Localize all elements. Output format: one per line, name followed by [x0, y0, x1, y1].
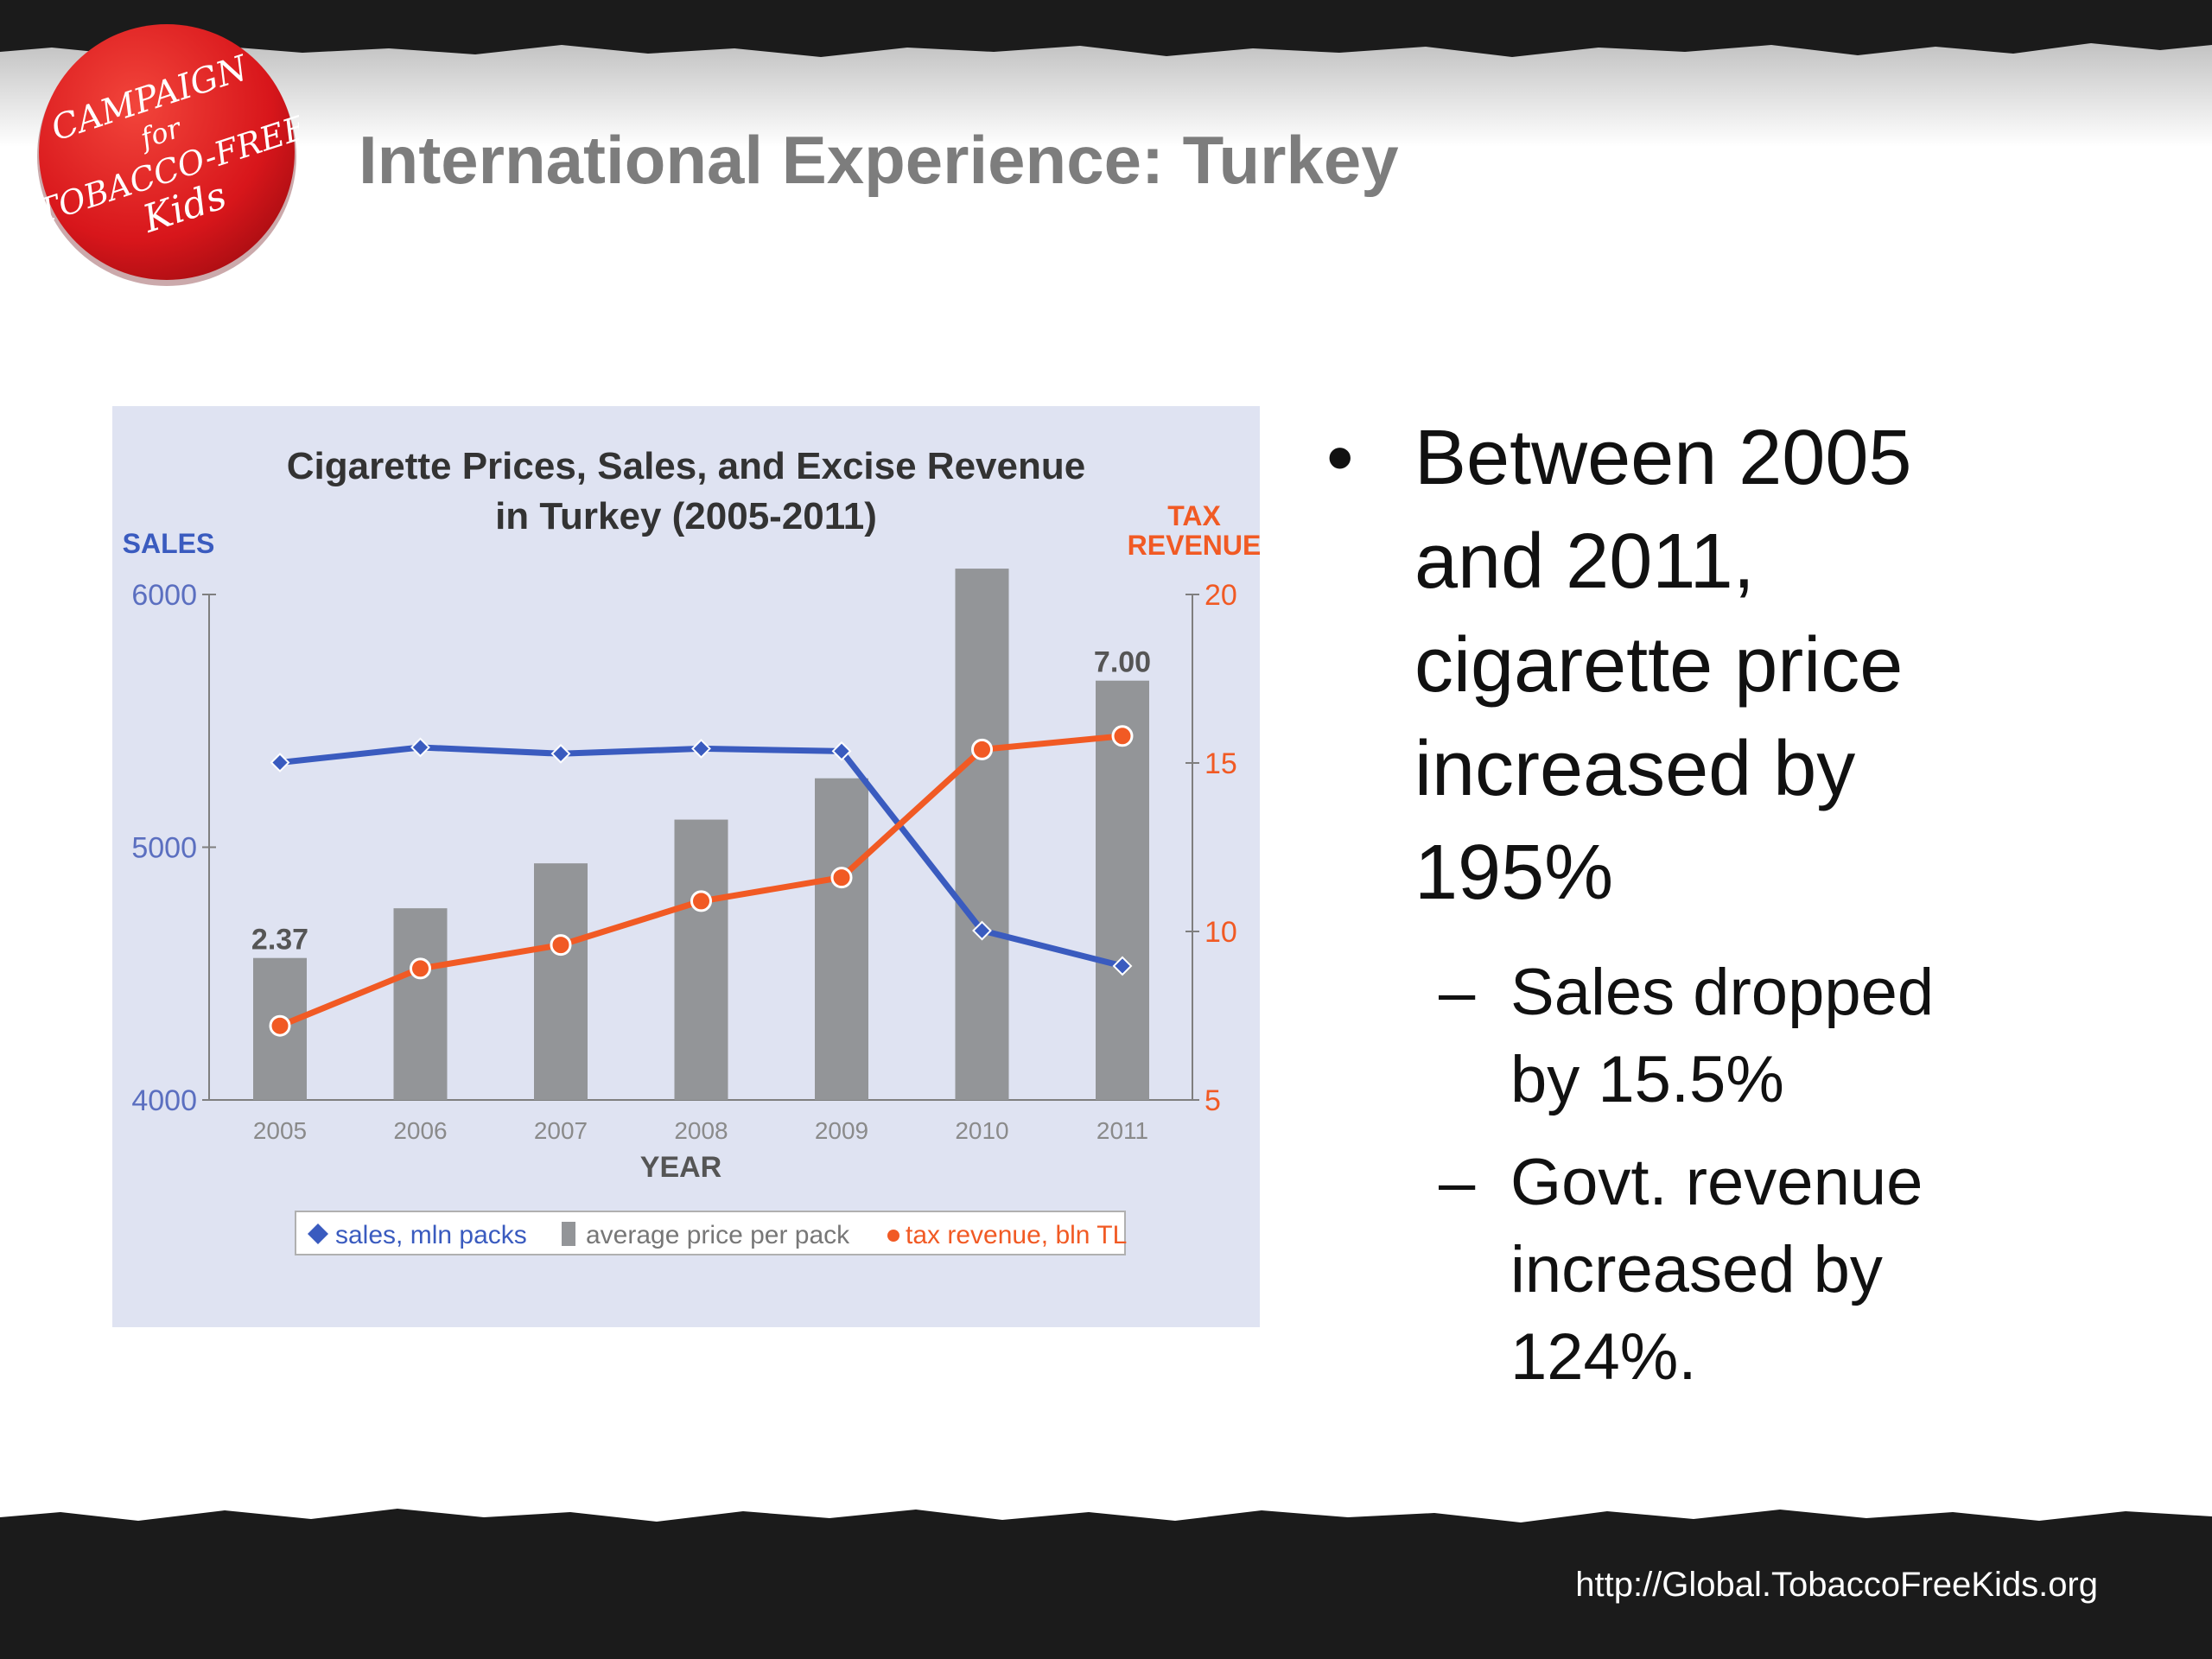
tax-revenue-point — [690, 890, 712, 912]
legend-label-tax: tax revenue, bln TL — [906, 1221, 1127, 1249]
campaign-logo: CAMPAIGN for TOBACCO-FREE Kids — [35, 24, 299, 286]
chart-legend: sales, mln packs average price per pack ta… — [295, 1211, 1127, 1255]
x-axis-tick-label: 2005 — [253, 1117, 307, 1144]
bullet-line: and 2011, — [1414, 518, 1755, 605]
x-axis-tick-label: 2009 — [815, 1117, 868, 1144]
sub-bullet-line: 124%. — [1510, 1320, 1697, 1394]
top-brush-band — [0, 0, 2212, 147]
x-axis-tick-label: 2007 — [534, 1117, 588, 1144]
bar-data-label: 2.37 — [251, 924, 308, 957]
legend-bar-icon — [562, 1222, 575, 1246]
tax-revenue-point — [550, 934, 572, 957]
x-axis-tick-label: 2011 — [1096, 1117, 1148, 1144]
sub-bullet-mark: – — [1439, 956, 1476, 1029]
sales-point — [831, 741, 852, 761]
bullet-mark: • — [1326, 415, 1354, 501]
plot-area: 4000 5000 6000 5 10 15 20 2005 2006 2007 2008 2009 2… — [131, 569, 1237, 1144]
left-axis-label: SALES — [123, 528, 215, 559]
sub-bullet-line: Sales dropped — [1510, 956, 1935, 1029]
tax-revenue-point — [830, 867, 853, 889]
tax-revenue-point — [971, 738, 993, 760]
bullet-line: 195% — [1414, 830, 1614, 916]
chart-title-line-2: in Turkey (2005-2011) — [495, 495, 877, 537]
right-axis-tick-label: 5 — [1205, 1084, 1221, 1117]
bottom-brush-band — [0, 1509, 2212, 1659]
x-axis-tick-label: 2010 — [955, 1117, 1008, 1144]
footer-url[interactable]: http://Global.TobaccoFreeKids.org — [1575, 1566, 2098, 1604]
tax-revenue-point — [410, 957, 431, 980]
bullet-line: cigarette price — [1414, 622, 1904, 709]
sub-bullet-line: increased by — [1510, 1233, 1883, 1306]
sub-bullet-list: – Sales dropped by 15.5% – Govt. revenue… — [1326, 949, 2104, 1401]
price-bar — [1096, 680, 1149, 1100]
bar-data-label: 7.00 — [1094, 646, 1151, 679]
bullet-main: • Between 2005 and 2011, cigarette price… — [1326, 406, 2104, 925]
price-bar — [955, 569, 1009, 1100]
price-bar — [534, 863, 588, 1100]
chart-title-line-1: Cigarette Prices, Sales, and Excise Reve… — [287, 445, 1085, 487]
x-axis-title: YEAR — [640, 1151, 721, 1184]
right-axis-tick-label: 10 — [1205, 916, 1237, 949]
sales-point — [972, 920, 992, 941]
right-axis-label-line-1: TAX — [1167, 500, 1221, 531]
price-bar — [815, 778, 868, 1100]
right-axis-label-line-2: REVENUE — [1128, 530, 1260, 561]
tax-revenue-point — [1111, 725, 1134, 747]
sales-point — [270, 753, 290, 772]
x-axis-tick-label: 2008 — [674, 1117, 728, 1144]
slide-title: International Experience: Turkey — [359, 122, 1399, 198]
price-bar — [674, 819, 728, 1100]
sales-point — [691, 739, 711, 759]
legend-diamond-icon — [308, 1224, 328, 1244]
bullet-line: Between 2005 — [1414, 415, 1912, 501]
x-axis-tick-label: 2006 — [393, 1117, 447, 1144]
sub-bullet-mark: – — [1439, 1146, 1476, 1219]
sub-bullet-revenue: – Govt. revenue increased by 124%. — [1326, 1139, 2104, 1401]
sales-point — [550, 743, 571, 764]
bullet-line: increased by — [1414, 726, 1856, 812]
legend-circle-icon — [887, 1230, 899, 1242]
bullet-list: • Between 2005 and 2011, cigarette price… — [1326, 406, 2104, 1416]
tax-revenue-point — [269, 1014, 291, 1037]
right-axis-tick-label: 20 — [1205, 579, 1237, 612]
left-axis-tick-label: 6000 — [131, 579, 197, 612]
legend-label-price: average price per pack — [586, 1221, 850, 1249]
legend-box — [295, 1211, 1126, 1255]
right-axis-tick-label: 15 — [1205, 747, 1237, 780]
chart-panel: Cigarette Prices, Sales, and Excise Reve… — [112, 406, 1260, 1327]
sales-point — [410, 737, 430, 758]
sub-bullet-sales: – Sales dropped by 15.5% — [1326, 949, 2104, 1123]
left-axis-tick-label: 5000 — [131, 832, 197, 865]
sub-bullet-line: by 15.5% — [1510, 1043, 1784, 1116]
sales-point — [1112, 956, 1133, 976]
legend-label-sales: sales, mln packs — [335, 1221, 527, 1249]
price-bar — [393, 908, 448, 1100]
left-axis-tick-label: 4000 — [131, 1084, 197, 1117]
sub-bullet-line: Govt. revenue — [1510, 1146, 1923, 1219]
